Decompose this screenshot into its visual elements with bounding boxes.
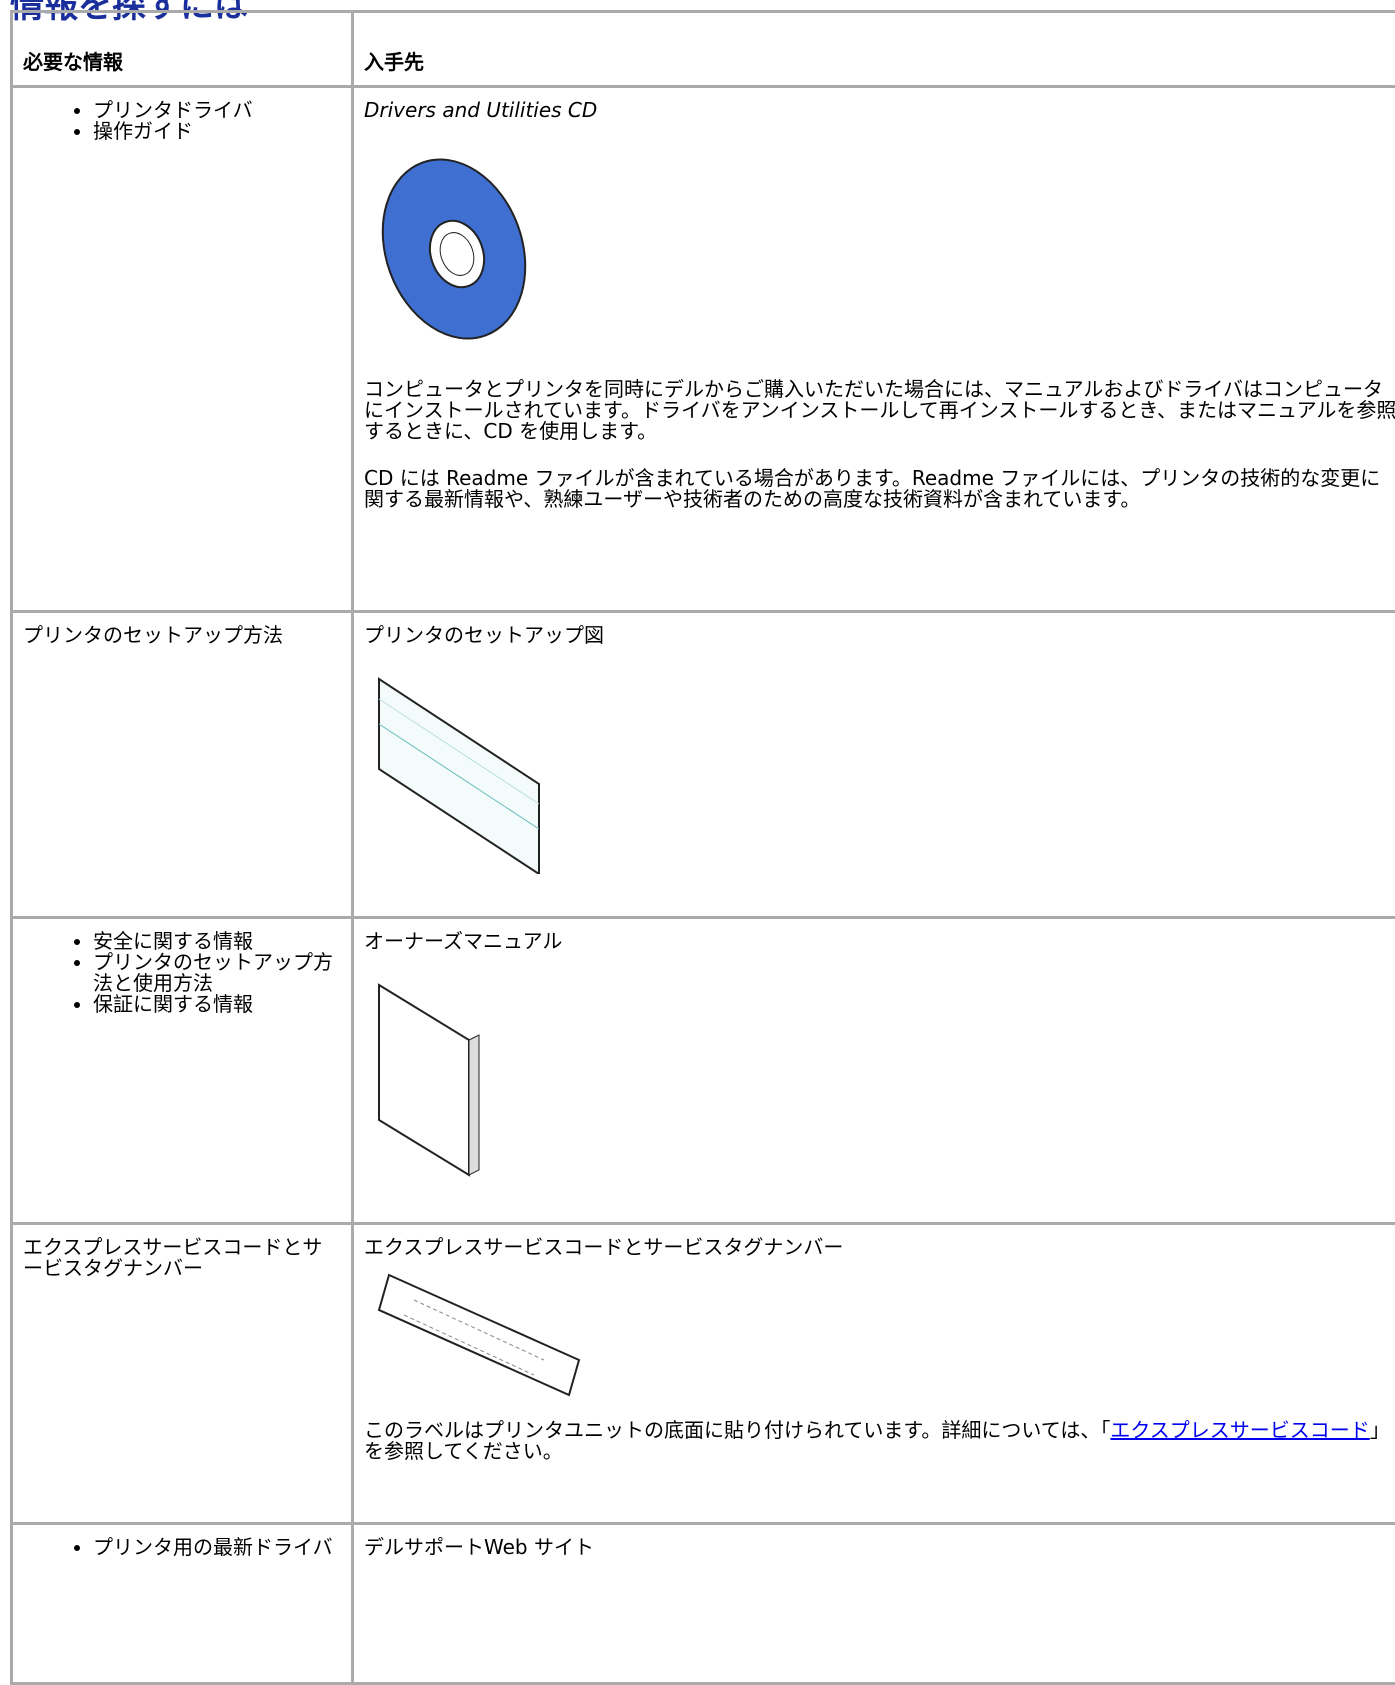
note: このラベルはプリンタユニットの底面に貼り付けられています。詳細については、「エク… <box>364 1420 1395 1462</box>
need-list: 安全に関する情報 プリンタのセットアップ方法と使用方法 保証に関する情報 <box>23 931 341 1015</box>
need-item: 安全に関する情報 <box>93 931 341 952</box>
need-item: プリンタ用の最新ドライバ <box>93 1537 341 1558</box>
manual-image <box>374 980 494 1180</box>
source-title: デルサポートWeb サイト <box>353 1524 1395 1684</box>
need-text: エクスプレスサービスコードとサービスタグナンバー <box>12 1224 353 1524</box>
source-title: プリンタのセットアップ図 <box>364 625 1395 646</box>
need-item: 保証に関する情報 <box>93 994 341 1015</box>
need-item: 操作ガイド <box>93 121 341 142</box>
need-list: プリンタドライバ 操作ガイド <box>23 100 341 142</box>
paragraph: コンピュータとプリンタを同時にデルからご購入いただいた場合には、マニュアルおよび… <box>364 379 1395 442</box>
need-list: プリンタ用の最新ドライバ <box>23 1537 341 1558</box>
need-item: プリンタドライバ <box>93 100 341 121</box>
link[interactable]: エクスプレスサービスコード <box>1110 1418 1369 1442</box>
cd-image <box>374 149 534 349</box>
paragraph: CD には Readme ファイルが含まれている場合があります。Readme フ… <box>364 468 1395 510</box>
source-title: オーナーズマニュアル <box>364 931 1395 952</box>
info-table: 必要な情報 入手先 プリンタドライバ 操作ガイド Drivers and Uti… <box>10 10 1395 1685</box>
source-title: Drivers and Utilities CD <box>364 100 1395 121</box>
page: 情報を探すには 必要な情報 入手先 プリンタドライバ 操作ガイド Drivers… <box>0 0 1395 1640</box>
setup-diagram-image <box>374 674 544 874</box>
need-item: プリンタのセットアップ方法と使用方法 <box>93 952 341 994</box>
column-header: 必要な情報 <box>12 12 353 87</box>
need-text: プリンタのセットアップ方法 <box>12 612 353 918</box>
column-header: 入手先 <box>353 12 1395 87</box>
source-title: エクスプレスサービスコードとサービスタグナンバー <box>364 1237 1395 1258</box>
service-tag-image <box>374 1270 584 1400</box>
